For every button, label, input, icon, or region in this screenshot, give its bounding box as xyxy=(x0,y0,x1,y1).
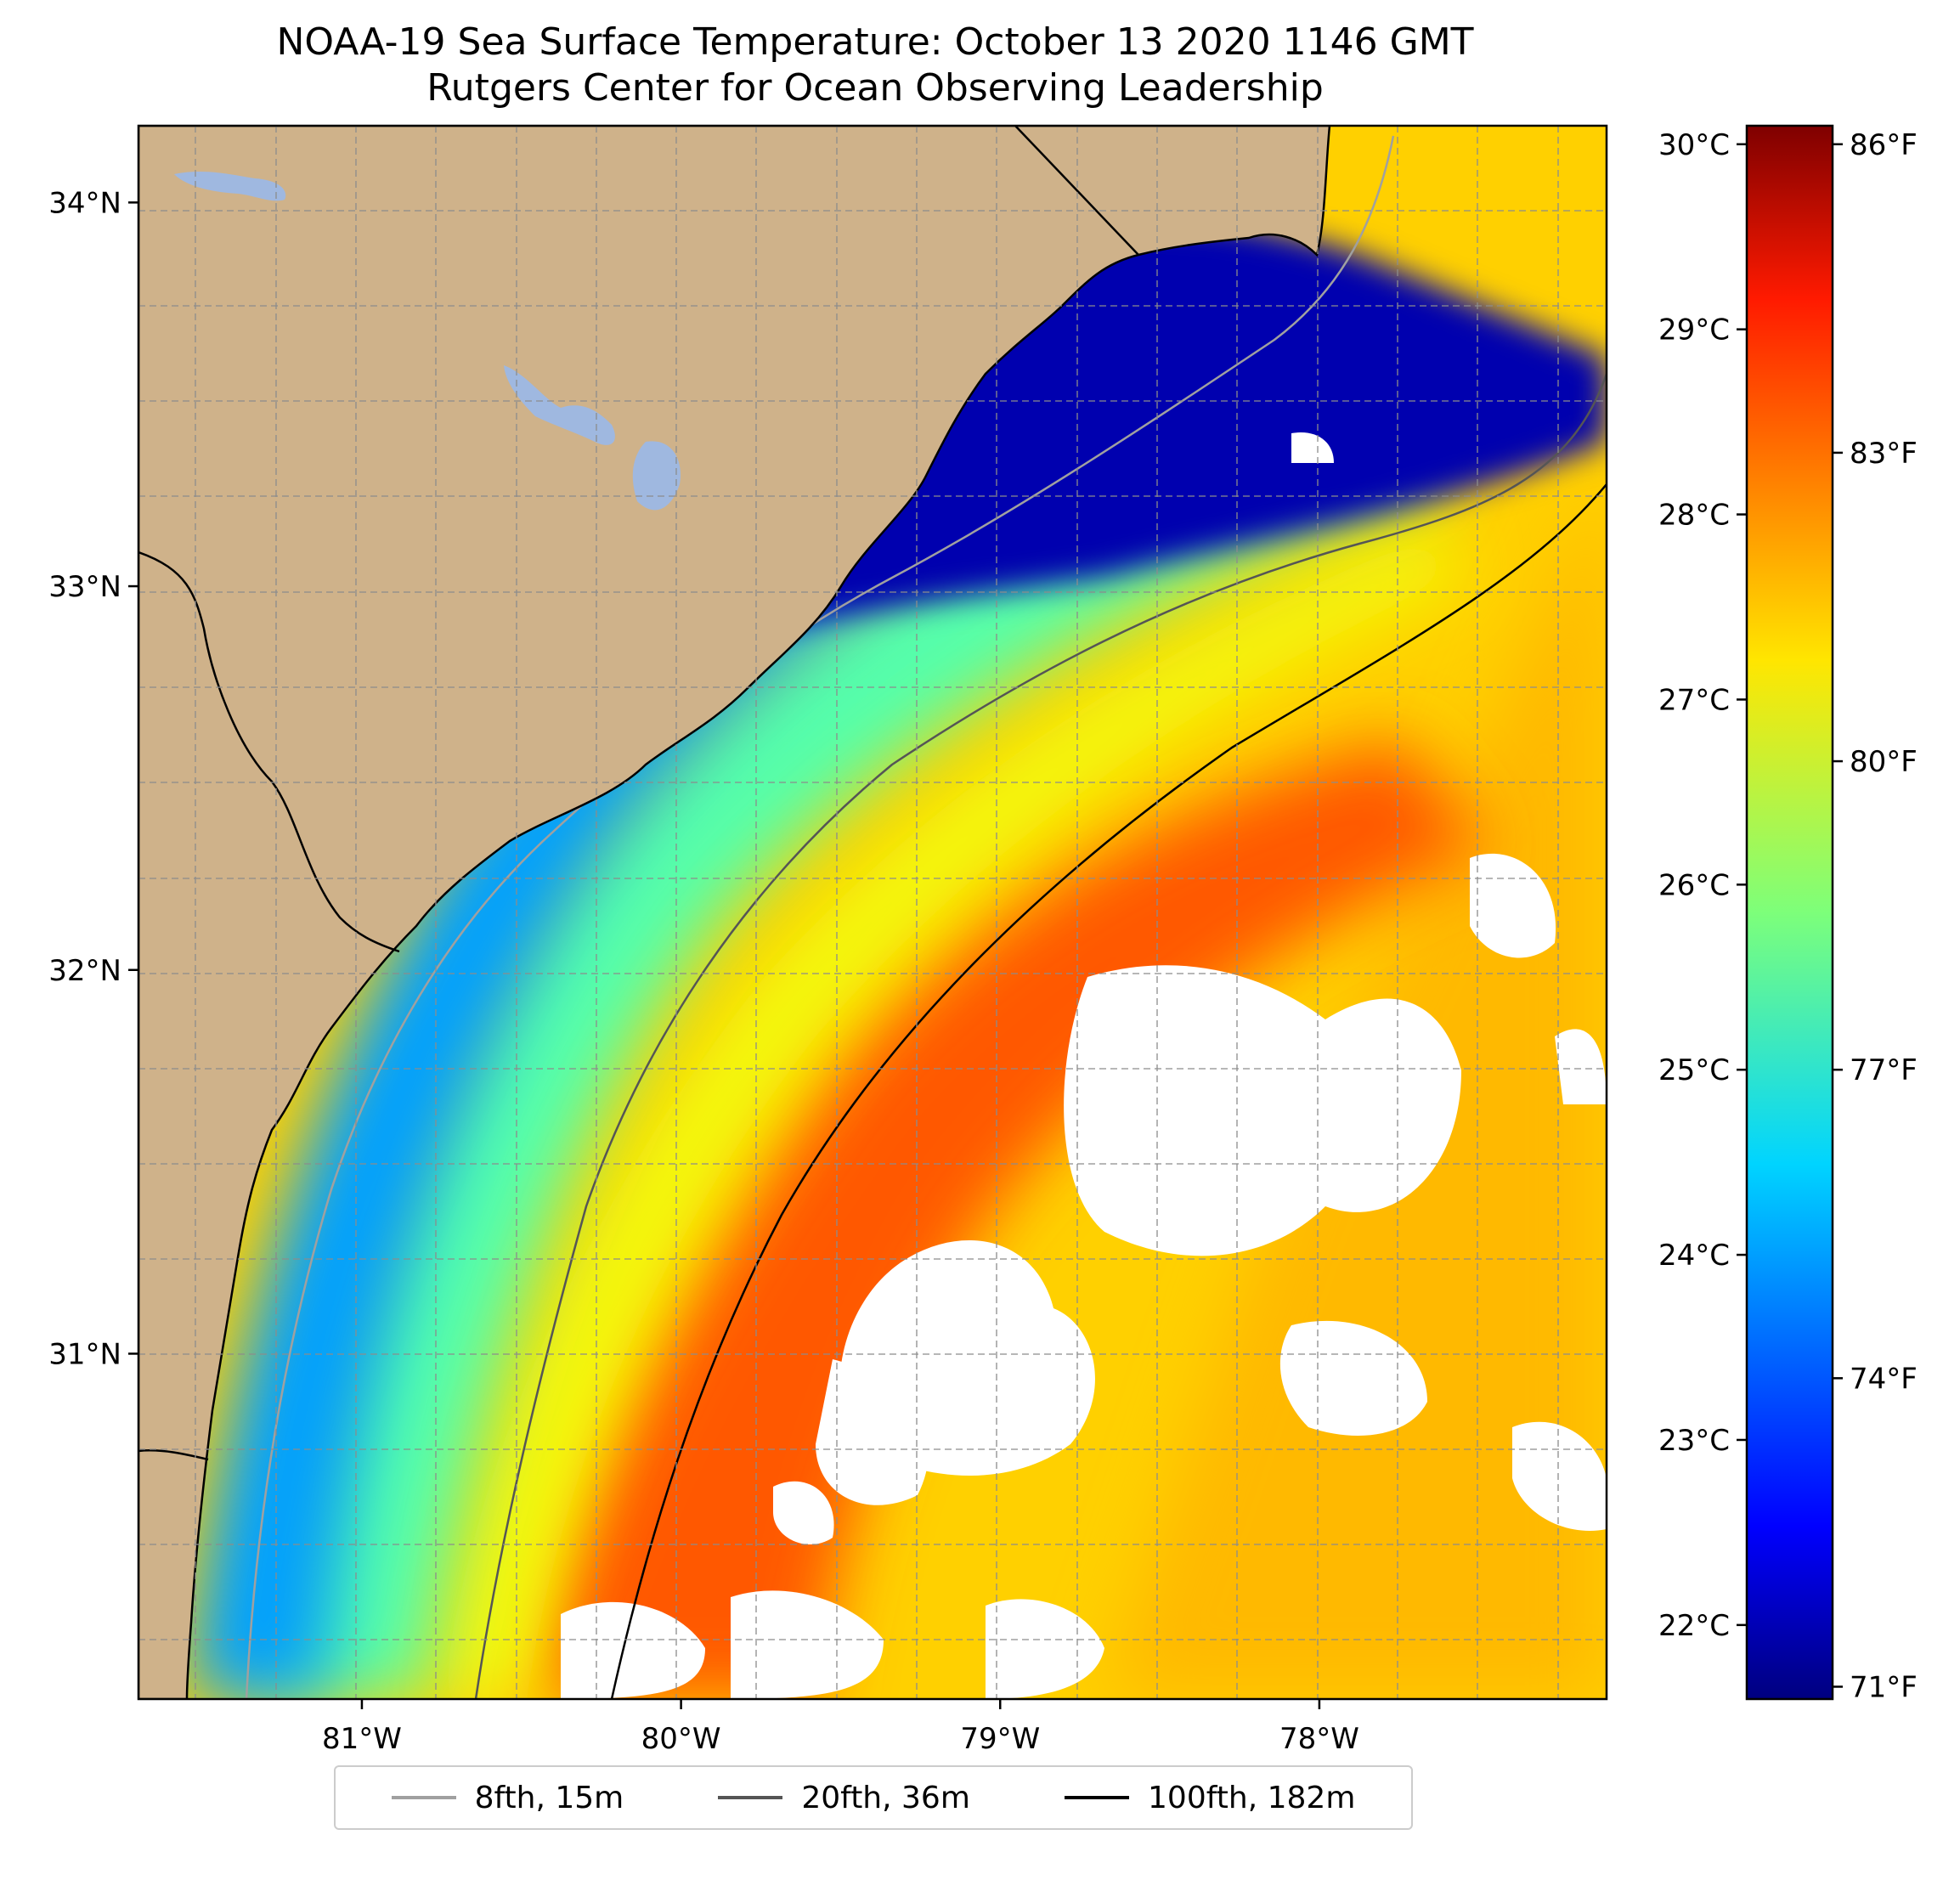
gridlines xyxy=(138,126,1607,1699)
lat-tick-label: 31°N xyxy=(48,1337,121,1371)
legend: 8fth, 15m 20fth, 36m 100fth, 182m xyxy=(334,1765,1413,1830)
celsius-tick-label: 29°C xyxy=(1658,313,1730,347)
lon-tick-label: 79°W xyxy=(960,1722,1040,1756)
map-area xyxy=(138,126,1607,1699)
legend-label-100fth: 100fth, 182m xyxy=(1148,1780,1356,1815)
cloud-mask xyxy=(561,432,1607,1699)
fahrenheit-tick-label: 83°F xyxy=(1850,437,1918,471)
legend-swatch-100fth xyxy=(1065,1796,1130,1799)
state-border-sc-ga xyxy=(138,550,400,953)
celsius-tick-label: 30°C xyxy=(1658,128,1730,162)
sst-region-outer-shelf xyxy=(442,527,1461,1699)
lat-tick-label: 33°N xyxy=(48,570,121,604)
celsius-tick-label: 22°C xyxy=(1658,1609,1730,1643)
colorbar-ticks: 30°C 29°C 28°C 27°C 26°C 25°C 24°C 23°C 22°C 86°F… xyxy=(1658,128,1918,1705)
map-axis-ticks: 34°N 33°N 32°N 31°N 81°W 80°W 79°W 78°W xyxy=(48,186,1359,1756)
fahrenheit-tick-label: 80°F xyxy=(1850,745,1918,779)
fahrenheit-tick-label: 77°F xyxy=(1850,1053,1918,1087)
fahrenheit-tick-label: 74°F xyxy=(1850,1362,1918,1396)
isobath-100fth xyxy=(610,483,1607,1699)
celsius-tick-label: 24°C xyxy=(1658,1239,1730,1273)
fahrenheit-tick-label: 71°F xyxy=(1850,1670,1918,1704)
celsius-tick-label: 23°C xyxy=(1658,1424,1730,1458)
celsius-tick-label: 26°C xyxy=(1658,868,1730,902)
map-frame xyxy=(137,124,1608,1701)
legend-item-8fth: 8fth, 15m xyxy=(391,1780,624,1815)
colorbar-frame xyxy=(1745,124,1834,1701)
lake-marion xyxy=(504,365,615,445)
lon-tick-label: 78°W xyxy=(1279,1722,1359,1756)
celsius-tick-label: 28°C xyxy=(1658,499,1730,533)
celsius-tick-label: 25°C xyxy=(1658,1053,1730,1087)
chart-subtitle: Rutgers Center for Ocean Observing Leade… xyxy=(426,66,1324,110)
lake-moultrie xyxy=(632,441,681,511)
legend-label-20fth: 20fth, 36m xyxy=(801,1780,970,1815)
lake-upper xyxy=(174,172,286,201)
fahrenheit-tick-label: 86°F xyxy=(1850,128,1918,162)
legend-item-100fth: 100fth, 182m xyxy=(1065,1781,1355,1815)
isobath-20fth xyxy=(474,373,1607,1699)
sst-region-gulf-stream xyxy=(535,739,1487,1699)
legend-label-8fth: 8fth, 15m xyxy=(474,1780,624,1815)
legend-item-20fth: 20fth, 36m xyxy=(718,1781,970,1815)
state-border-nc-sc xyxy=(1014,126,1139,256)
legend-swatch-20fth xyxy=(718,1796,783,1799)
lon-tick-label: 81°W xyxy=(322,1722,402,1756)
chart-title: NOAA-19 Sea Surface Temperature: October… xyxy=(276,20,1474,64)
colorbar xyxy=(1747,126,1833,1699)
lat-tick-label: 34°N xyxy=(48,186,121,220)
state-border-ga-fl xyxy=(138,1449,209,1461)
celsius-tick-label: 27°C xyxy=(1658,683,1730,717)
legend-swatch-8fth xyxy=(391,1796,456,1799)
lon-tick-label: 80°W xyxy=(641,1722,721,1756)
lat-tick-label: 32°N xyxy=(48,954,121,988)
